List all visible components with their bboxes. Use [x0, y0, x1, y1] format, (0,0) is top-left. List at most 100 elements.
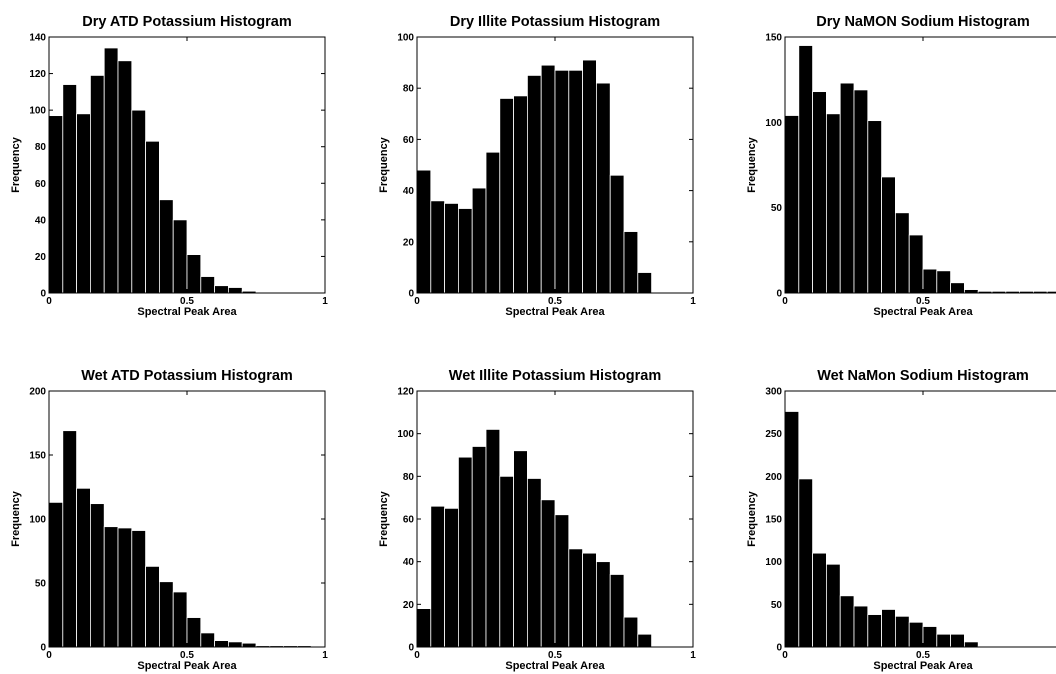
y-tick-label: 250	[765, 429, 782, 440]
histogram-bar	[499, 475, 514, 648]
histogram-bar	[609, 174, 625, 294]
histogram-bar	[103, 47, 119, 294]
y-tick-label: 100	[29, 106, 46, 117]
x-tick-label: 0	[782, 296, 788, 307]
histogram-bar	[172, 219, 188, 294]
histogram-bar	[172, 591, 188, 648]
histogram-bar	[430, 505, 445, 648]
chart-title: Wet Illite Potassium Histogram	[449, 368, 661, 384]
y-tick-label: 40	[403, 557, 415, 568]
y-tick-label: 80	[35, 142, 47, 153]
histogram-bar	[582, 552, 597, 648]
histogram-bar	[430, 200, 445, 294]
histogram-bar	[853, 89, 869, 294]
histogram-bar	[826, 113, 841, 294]
histogram-bar	[457, 456, 473, 648]
x-tick-label: 1	[690, 650, 696, 661]
histogram-bar	[554, 514, 570, 648]
y-axis-label: Frequency	[10, 136, 22, 193]
y-tick-label: 120	[29, 69, 46, 80]
histogram-bar	[637, 272, 652, 294]
histogram-bar	[62, 430, 77, 648]
histogram-bar	[596, 561, 611, 648]
histogram-bar	[214, 640, 229, 648]
histogram-bar	[867, 614, 882, 648]
histogram-bar	[881, 609, 896, 648]
histogram-bar	[117, 527, 133, 648]
y-tick-label: 100	[765, 557, 782, 568]
histogram-bar	[812, 552, 827, 648]
y-tick-label: 20	[403, 237, 415, 248]
histogram-bar	[62, 84, 77, 294]
histogram-bar	[596, 82, 611, 294]
histogram-bar	[117, 60, 133, 294]
chart-title: Wet NaMon Sodium Histogram	[817, 368, 1029, 384]
histogram-bar	[908, 234, 924, 294]
histogram-bar	[186, 617, 202, 648]
histogram-bar	[908, 621, 924, 648]
histogram-bar	[623, 616, 639, 648]
histogram-bar	[540, 64, 556, 294]
y-tick-label: 200	[765, 472, 782, 483]
y-tick-label: 150	[765, 33, 782, 44]
y-axis-label: Frequency	[10, 490, 22, 547]
histogram-bar	[131, 530, 147, 648]
histogram-bar	[499, 98, 514, 294]
y-tick-label: 0	[40, 289, 46, 300]
histogram-bar	[881, 176, 896, 294]
histogram-bar	[485, 428, 501, 648]
y-tick-label: 40	[35, 215, 47, 226]
histogram-bar	[416, 608, 432, 648]
histogram-bar	[513, 95, 528, 294]
histogram-bar	[457, 208, 473, 294]
x-tick-label: 1	[690, 296, 696, 307]
histogram-bar	[527, 75, 542, 294]
histogram-bar	[839, 82, 855, 294]
y-axis-label: Frequency	[378, 490, 390, 547]
y-tick-label: 0	[408, 643, 414, 654]
histogram-bar	[623, 231, 639, 294]
histogram-bar	[950, 282, 965, 294]
x-tick-label: 0.5	[180, 296, 194, 307]
y-tick-label: 50	[771, 600, 783, 611]
histogram-bar	[964, 641, 979, 648]
histogram-bar	[609, 574, 625, 648]
histogram-bar	[554, 69, 570, 294]
histogram-bar	[145, 565, 160, 648]
y-tick-label: 0	[776, 289, 782, 300]
histogram-bar	[200, 276, 216, 294]
x-axis-label: Spectral Peak Area	[505, 660, 605, 672]
histogram-bar	[227, 641, 243, 648]
histogram-bar	[241, 642, 257, 648]
histogram-bar	[131, 109, 147, 294]
y-tick-label: 200	[29, 387, 46, 398]
histogram-bar	[637, 633, 652, 648]
histogram-bar	[784, 115, 800, 294]
y-tick-label: 80	[403, 84, 415, 95]
y-tick-label: 100	[765, 118, 782, 129]
histogram-bar	[158, 199, 174, 294]
x-tick-label: 0.5	[548, 650, 562, 661]
x-tick-label: 0	[46, 296, 52, 307]
y-tick-label: 60	[35, 179, 47, 190]
histogram-bar	[471, 187, 487, 294]
x-axis-label: Spectral Peak Area	[873, 660, 973, 672]
x-axis-label: Spectral Peak Area	[505, 306, 605, 318]
histogram-bar	[145, 140, 160, 294]
chart-title: Wet ATD Potassium Histogram	[81, 368, 293, 384]
histogram-bar	[227, 287, 243, 294]
histogram-bar	[90, 503, 105, 648]
histogram-bar	[936, 633, 951, 648]
y-tick-label: 40	[403, 186, 415, 197]
histogram-bar	[485, 151, 501, 294]
y-tick-label: 120	[397, 387, 414, 398]
histogram-bar	[90, 75, 105, 294]
histogram-bar	[798, 45, 813, 294]
histogram-bar	[784, 411, 800, 648]
histogram-bar	[582, 59, 597, 294]
y-tick-label: 60	[403, 515, 415, 526]
chart-title: Dry Illite Potassium Histogram	[450, 14, 660, 30]
chart-title: Dry NaMON Sodium Histogram	[816, 14, 1030, 30]
histogram-bar	[568, 69, 583, 294]
